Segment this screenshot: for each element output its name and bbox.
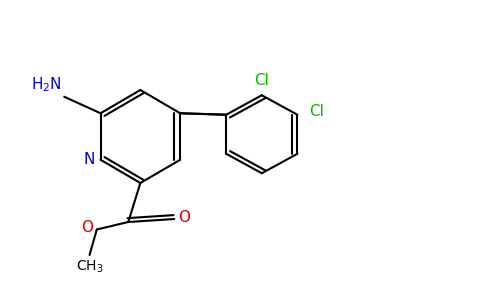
Text: N: N [83, 152, 95, 167]
Text: O: O [178, 210, 190, 225]
Text: CH$_3$: CH$_3$ [76, 259, 104, 275]
Text: Cl: Cl [255, 73, 269, 88]
Text: O: O [81, 220, 93, 236]
Text: H$_2$N: H$_2$N [31, 75, 62, 94]
Text: Cl: Cl [309, 104, 324, 119]
